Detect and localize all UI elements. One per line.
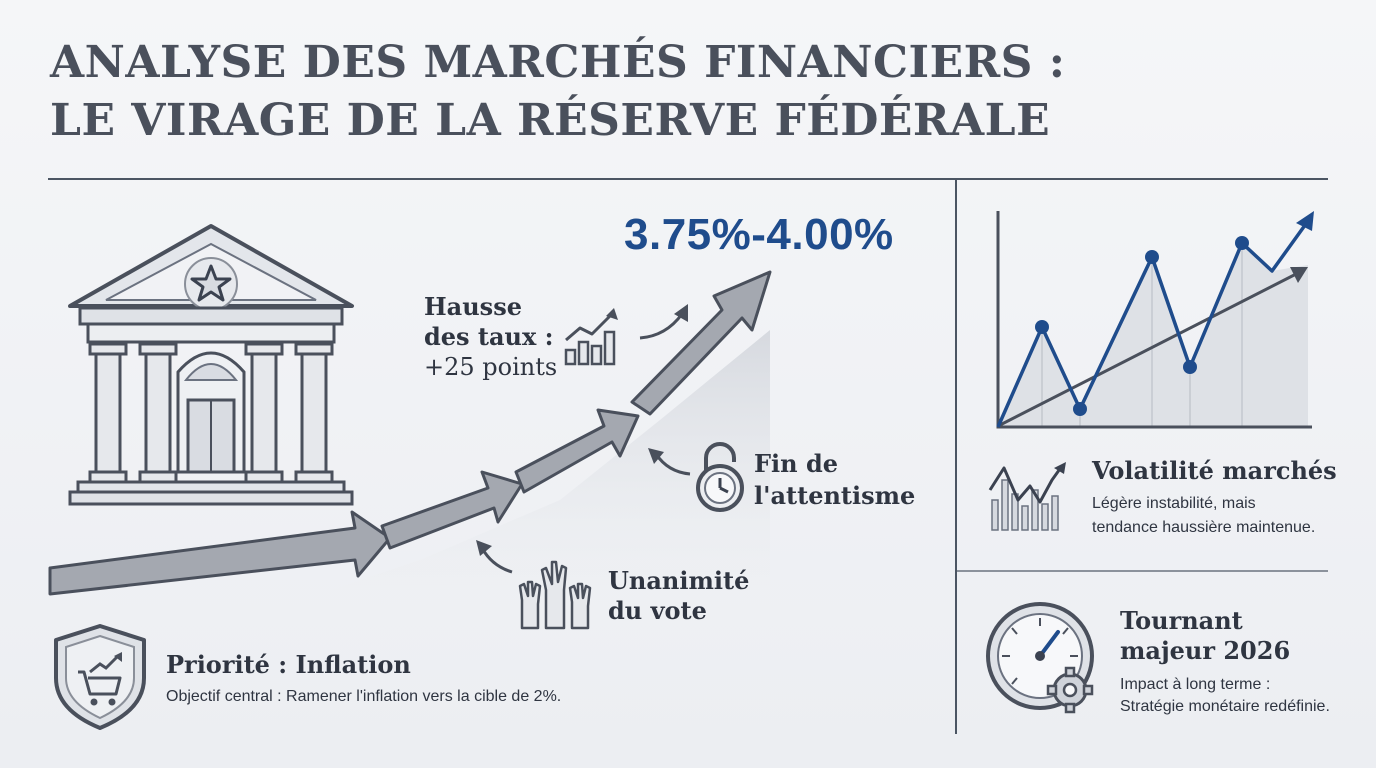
market-chart-icon (996, 211, 1314, 429)
volatility-line-1: Légère instabilité, mais (1092, 495, 1256, 512)
turning-title: Tournant majeur 2026 (1120, 606, 1290, 666)
vertical-divider (955, 178, 957, 734)
turning-line-2: Stratégie monétaire redéfinie. (1120, 698, 1330, 715)
volatility-title: Volatilité marchés (1092, 456, 1337, 485)
raised-hands-icon (518, 560, 592, 630)
turning-line-1: Impact à long terme : (1120, 676, 1271, 693)
hike-label: Hausse des taux : +25 points (424, 292, 557, 382)
end-wait-label: Fin de l'attentisme (754, 448, 915, 512)
growth-bars-icon (564, 308, 618, 366)
hike-line-1: Hausse (424, 292, 522, 321)
turning-text: Impact à long terme : Stratégie monétair… (1120, 674, 1330, 718)
turning-title-2: majeur 2026 (1120, 636, 1291, 665)
volatility-text: Légère instabilité, mais tendance haussi… (1092, 492, 1315, 540)
unanimity-label: Unanimité du vote (608, 566, 749, 626)
hike-line-2: des taux : (424, 322, 554, 351)
end-wait-pointer-arrow (648, 448, 691, 476)
padlock-clock-icon (696, 442, 744, 512)
turning-title-1: Tournant (1120, 606, 1243, 635)
end-wait-line-2: l'attentisme (754, 481, 916, 510)
page-title: ANALYSE DES MARCHÉS FINANCIERS : LE VIRA… (50, 34, 1066, 150)
unanimity-line-2: du vote (608, 596, 707, 625)
shield-cart-icon (54, 624, 146, 730)
bank-building-icon (68, 224, 354, 506)
horizontal-divider (48, 178, 1328, 180)
title-line-1: ANALYSE DES MARCHÉS FINANCIERS : (50, 37, 1066, 88)
rate-range-label: 3.75%-4.00% (624, 210, 894, 259)
unanimity-line-1: Unanimité (608, 566, 750, 595)
unanimity-pointer-arrow (476, 540, 513, 574)
volatility-line-2: tendance haussière maintenue. (1092, 519, 1316, 536)
end-wait-line-1: Fin de (754, 449, 839, 478)
priority-text: Objectif central : Ramener l'inflation v… (166, 688, 562, 705)
hike-line-3: +25 points (424, 353, 558, 381)
gauge-gear-icon (986, 602, 1094, 714)
title-line-2: LE VIRAGE DE LA RÉSERVE FÉDÉRALE (50, 95, 1051, 146)
priority-title: Priorité : Inflation (166, 650, 411, 679)
hike-pointer-arrow (639, 304, 688, 340)
volatility-chart-icon (988, 462, 1066, 531)
right-panel-divider (957, 570, 1328, 572)
